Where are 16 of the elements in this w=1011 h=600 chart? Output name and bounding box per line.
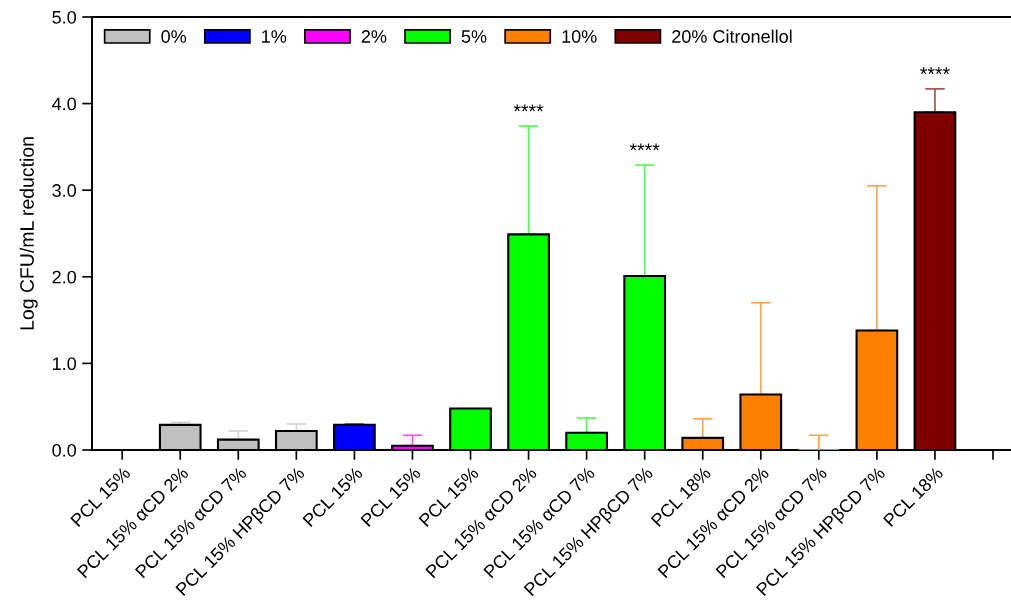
legend-label: 10% [562, 30, 597, 43]
y-tick-label: 3.0 [52, 184, 77, 197]
legend-label: 0% [161, 30, 187, 43]
annotation: **** [920, 67, 950, 75]
legend-label: 2% [361, 30, 387, 43]
legend-label: 1% [262, 30, 287, 43]
annotation: **** [513, 104, 544, 112]
y-tick-label: 2.0 [52, 270, 77, 284]
y-axis-title: Log CFU/mL reduction [19, 137, 38, 330]
y-tick-label: 5.0 [52, 10, 77, 24]
legend-label: 5% [461, 30, 487, 43]
y-tick-label: 4.0 [52, 97, 77, 111]
legend-label: 20% Citronellol [672, 29, 792, 43]
y-tick-label: 1.0 [53, 357, 77, 371]
y-tick-label: 0.0 [52, 443, 77, 457]
annotation: **** [629, 143, 660, 151]
